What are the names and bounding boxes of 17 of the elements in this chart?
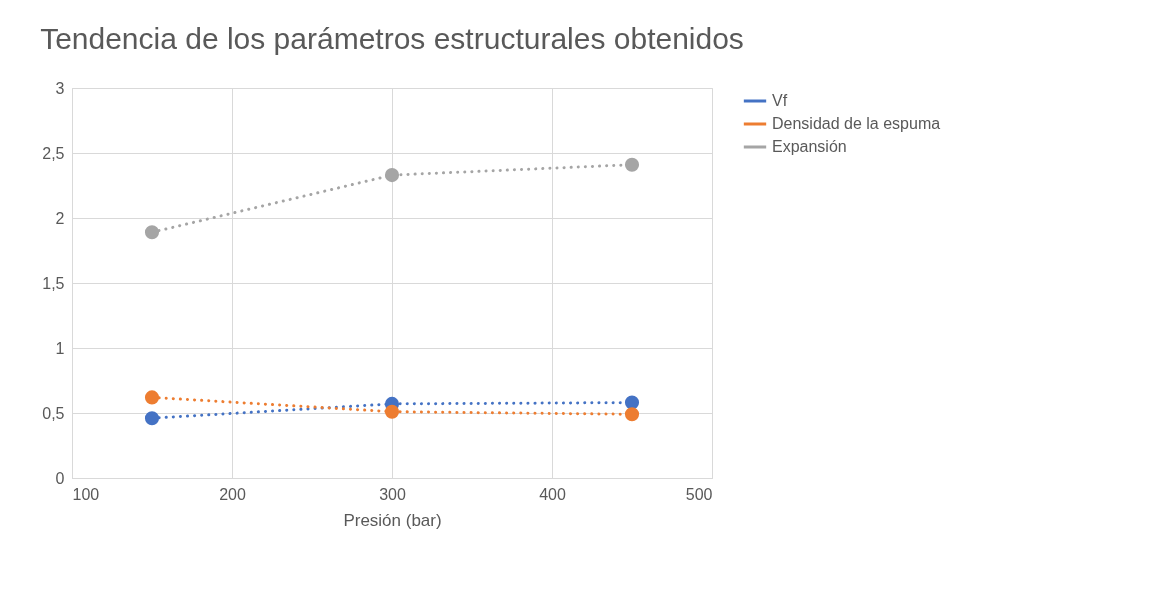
x-tick-label: 300 — [379, 485, 406, 503]
legend-label: Vf — [772, 92, 788, 109]
x-axis-title: Presión (bar) — [343, 510, 442, 530]
x-tick-label: 400 — [539, 485, 566, 503]
y-tick-label: 2 — [55, 209, 65, 227]
y-tick-label: 1,5 — [42, 274, 65, 292]
y-tick-label: 0,5 — [42, 404, 65, 422]
x-tick-label: 100 — [72, 485, 100, 503]
y-tick-label: 3 — [55, 79, 65, 97]
y-tick-label: 1 — [55, 339, 65, 357]
chart-title: Tendencia de los parámetros estructurales obtenidos — [40, 22, 744, 55]
y-tick-label: 0 — [55, 469, 65, 487]
x-tick-label: 500 — [685, 485, 713, 503]
legend-label: Densidad de la espuma — [772, 115, 941, 132]
x-tick-label: 200 — [219, 485, 246, 503]
y-tick-label: 2,5 — [42, 144, 65, 162]
legend-label: Expansión — [772, 138, 847, 155]
